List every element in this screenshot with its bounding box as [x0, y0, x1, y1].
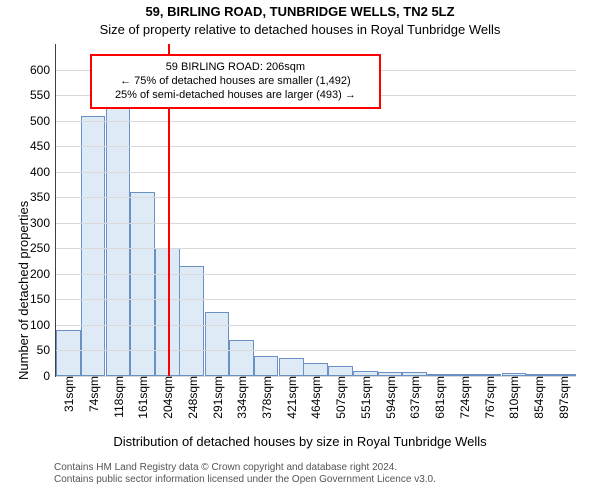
ytick-label: 500: [30, 114, 56, 128]
xtick-label: 74sqm: [85, 376, 101, 412]
xtick-label: 378sqm: [258, 376, 274, 419]
xtick-label: 897sqm: [555, 376, 571, 419]
chart-title: 59, BIRLING ROAD, TUNBRIDGE WELLS, TN2 5…: [0, 4, 600, 19]
gridline: [56, 172, 576, 173]
gridline: [56, 248, 576, 249]
bar: [229, 340, 254, 376]
gridline: [56, 197, 576, 198]
annotation-box: 59 BIRLING ROAD: 206sqm ← 75% of detache…: [90, 54, 381, 109]
ytick-label: 150: [30, 292, 56, 306]
gridline: [56, 223, 576, 224]
ytick-label: 600: [30, 63, 56, 77]
annotation-line-1: 59 BIRLING ROAD: 206sqm: [100, 61, 371, 75]
xtick-label: 161sqm: [134, 376, 150, 419]
ytick-label: 300: [30, 216, 56, 230]
gridline: [56, 325, 576, 326]
bar: [328, 366, 353, 376]
xtick-label: 248sqm: [184, 376, 200, 419]
xtick-label: 507sqm: [332, 376, 348, 419]
ytick-label: 400: [30, 165, 56, 179]
annotation-line-2: ← 75% of detached houses are smaller (1,…: [100, 75, 371, 89]
xtick-label: 767sqm: [481, 376, 497, 419]
gridline: [56, 121, 576, 122]
chart-container: 59, BIRLING ROAD, TUNBRIDGE WELLS, TN2 5…: [0, 0, 600, 500]
y-axis-label: Number of detached properties: [16, 201, 31, 380]
xtick-label: 291sqm: [209, 376, 225, 419]
annotation-line-3: 25% of semi-detached houses are larger (…: [100, 89, 371, 103]
footer-line-1: Contains HM Land Registry data © Crown c…: [54, 462, 436, 474]
ytick-label: 550: [30, 88, 56, 102]
gridline: [56, 299, 576, 300]
gridline: [56, 274, 576, 275]
xtick-label: 637sqm: [406, 376, 422, 419]
footer-text: Contains HM Land Registry data © Crown c…: [54, 462, 436, 486]
bar: [279, 358, 304, 376]
xtick-label: 118sqm: [110, 376, 126, 418]
gridline: [56, 146, 576, 147]
xtick-label: 810sqm: [505, 376, 521, 419]
bar: [81, 116, 106, 376]
bar: [303, 363, 328, 376]
ytick-label: 100: [30, 318, 56, 332]
ytick-label: 350: [30, 190, 56, 204]
footer-line-2: Contains public sector information licen…: [54, 474, 436, 486]
ytick-label: 450: [30, 139, 56, 153]
plot-area: 050100150200250300350400450500550600 31s…: [55, 44, 576, 377]
bar: [254, 356, 279, 376]
bar: [179, 266, 204, 376]
ytick-label: 250: [30, 241, 56, 255]
xtick-label: 334sqm: [233, 376, 249, 419]
ytick-label: 50: [37, 343, 56, 357]
xtick-label: 464sqm: [307, 376, 323, 419]
bar: [130, 192, 155, 376]
ytick-label: 200: [30, 267, 56, 281]
gridline: [56, 350, 576, 351]
xtick-label: 31sqm: [60, 376, 76, 412]
bar: [205, 312, 230, 376]
xtick-label: 421sqm: [283, 376, 299, 419]
xtick-label: 854sqm: [530, 376, 546, 419]
xtick-label: 681sqm: [431, 376, 447, 419]
x-axis-label: Distribution of detached houses by size …: [0, 434, 600, 449]
xtick-label: 724sqm: [456, 376, 472, 419]
chart-subtitle: Size of property relative to detached ho…: [0, 22, 600, 37]
ytick-label: 0: [43, 369, 56, 383]
bar: [56, 330, 81, 376]
xtick-label: 551sqm: [357, 376, 373, 419]
xtick-label: 204sqm: [159, 376, 175, 419]
xtick-label: 594sqm: [382, 376, 398, 419]
